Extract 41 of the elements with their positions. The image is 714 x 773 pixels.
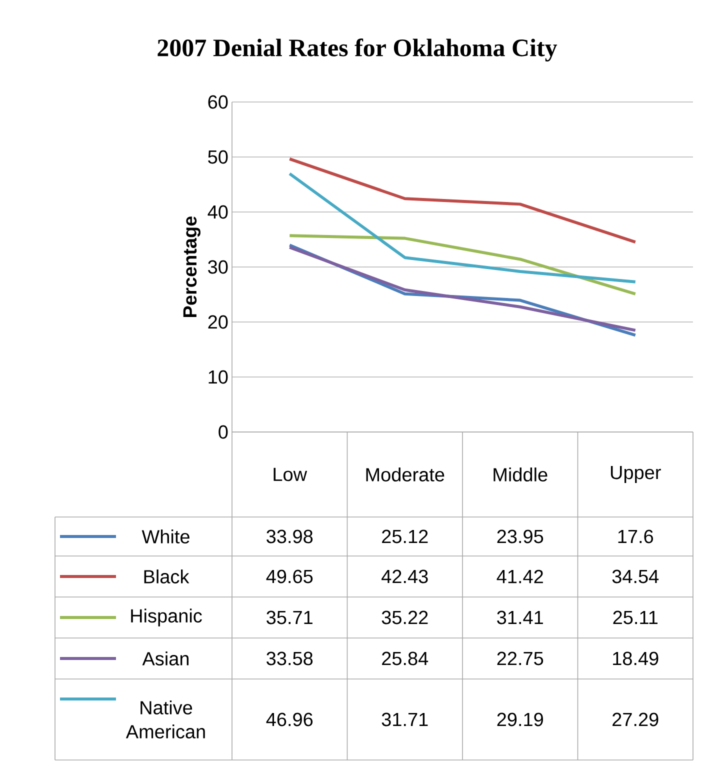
data-label: 27.29 xyxy=(612,712,658,726)
x-tick-label: Low xyxy=(274,468,308,482)
chart-title: 2007 Denial Rates for Oklahoma City xyxy=(158,38,558,62)
data-label: 25.12 xyxy=(382,530,428,544)
legend-label: Native American xyxy=(126,700,205,738)
data-label: 25.11 xyxy=(613,610,658,624)
data-label: 35.71 xyxy=(266,610,312,624)
x-tick-label: Middle xyxy=(494,468,548,482)
data-label: 23.95 xyxy=(497,530,544,544)
y-tick-label: 0 xyxy=(218,425,228,439)
data-label: 41.42 xyxy=(496,570,543,584)
data-label: 31.71 xyxy=(382,712,428,726)
data-label: 46.96 xyxy=(266,712,313,726)
data-label: 31.41 xyxy=(497,610,543,624)
legend-label: Asian xyxy=(142,652,189,666)
legend-label: Hispanic xyxy=(131,608,202,626)
x-tick-label: Upper xyxy=(610,466,661,483)
data-label: 33.98 xyxy=(266,530,313,544)
data-label: 17.6 xyxy=(618,530,654,544)
legend-label: Black xyxy=(144,570,190,584)
data-label: 49.65 xyxy=(266,570,313,584)
data-label: 34.54 xyxy=(612,570,659,584)
data-label: 33.58 xyxy=(266,652,313,666)
data-label: 29.19 xyxy=(497,712,543,726)
data-label: 25.84 xyxy=(382,652,428,666)
data-label: 18.49 xyxy=(613,652,658,666)
y-tick-label: 20 xyxy=(208,315,228,329)
y-tick-label: 10 xyxy=(208,370,228,384)
x-tick-label: Moderate xyxy=(366,468,444,482)
data-label: 22.75 xyxy=(497,652,544,666)
y-tick-label: 30 xyxy=(208,260,228,274)
line-series xyxy=(288,157,637,244)
line-series xyxy=(288,234,637,296)
data-label: 42.43 xyxy=(382,570,428,584)
y-tick-label: 50 xyxy=(208,150,228,164)
y-tick-label: 40 xyxy=(208,205,228,219)
y-tick-label: 60 xyxy=(208,95,228,109)
line-series xyxy=(288,172,637,284)
data-label: 35.22 xyxy=(382,610,428,624)
legend-label: White xyxy=(142,530,190,544)
y-axis-title: Percentage xyxy=(183,216,200,317)
